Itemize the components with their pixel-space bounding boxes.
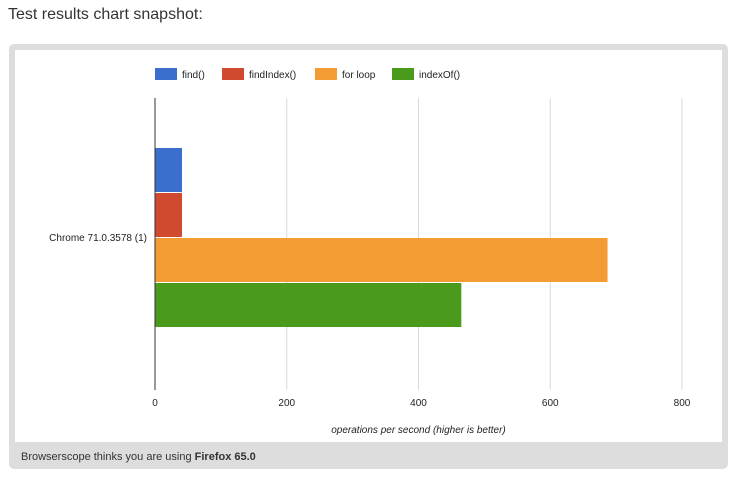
page-heading: Test results chart snapshot: <box>8 6 203 23</box>
x-tick-label: 200 <box>278 398 295 409</box>
chart-plot-area: find() findIndex() for loop indexOf() 0 200 4… <box>15 50 722 442</box>
x-axis-ticks: 0 200 400 600 800 <box>152 398 691 409</box>
bar-chart: find() findIndex() for loop indexOf() 0 200 4… <box>49 68 691 436</box>
legend-label: indexOf() <box>419 70 460 81</box>
legend-swatch <box>155 68 177 80</box>
bar-findindex[interactable] <box>155 193 183 237</box>
legend: find() findIndex() for loop indexOf() <box>155 68 460 81</box>
category-label: Chrome 71.0.3578 (1) <box>49 233 147 244</box>
x-tick-label: 800 <box>674 398 691 409</box>
x-tick-label: 400 <box>410 398 427 409</box>
footer-text: Browserscope thinks you are using <box>21 451 195 463</box>
legend-label: find() <box>182 70 205 81</box>
legend-swatch <box>222 68 244 80</box>
x-tick-label: 600 <box>542 398 559 409</box>
browser-name: Firefox 65.0 <box>194 451 256 463</box>
bars <box>155 148 608 327</box>
bar-for-loop[interactable] <box>155 238 608 282</box>
legend-swatch <box>315 68 337 80</box>
browser-info-footer: Browserscope thinks you are using Firefo… <box>21 451 256 463</box>
legend-label: findIndex() <box>249 70 296 81</box>
bar-find[interactable] <box>155 148 183 192</box>
x-axis-label: operations per second (higher is better) <box>331 425 506 436</box>
legend-swatch <box>392 68 414 80</box>
legend-label: for loop <box>342 70 376 81</box>
bar-indexof[interactable] <box>155 283 462 327</box>
chart-frame: find() findIndex() for loop indexOf() 0 200 4… <box>9 44 728 469</box>
x-tick-label: 0 <box>152 398 158 409</box>
